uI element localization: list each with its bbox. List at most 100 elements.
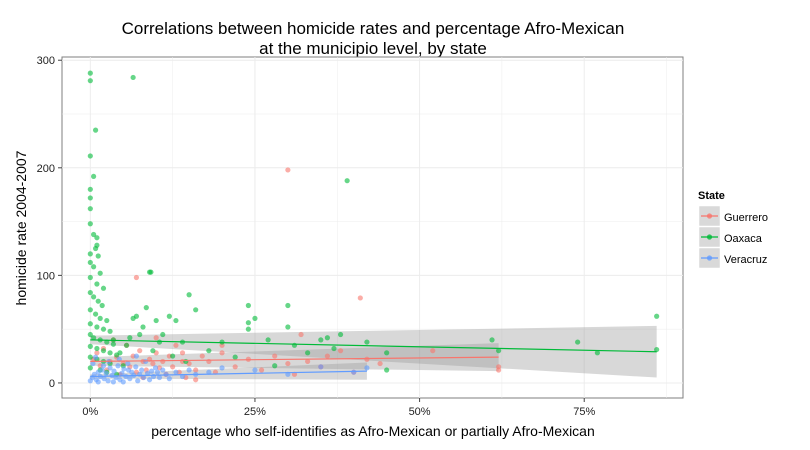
point-oaxaca bbox=[654, 346, 660, 353]
point-guerrero bbox=[357, 295, 363, 301]
point-veracruz bbox=[121, 366, 127, 372]
point-veracruz bbox=[141, 374, 147, 381]
point-guerrero bbox=[153, 335, 159, 341]
point-oaxaca bbox=[337, 331, 344, 338]
point-veracruz bbox=[146, 377, 153, 383]
point-veracruz bbox=[219, 365, 225, 371]
point-oaxaca bbox=[87, 195, 93, 201]
point-guerrero bbox=[272, 353, 278, 359]
y-tick-label: 0 bbox=[49, 378, 55, 390]
point-veracruz bbox=[152, 365, 159, 371]
point-guerrero bbox=[137, 348, 143, 354]
point-oaxaca bbox=[140, 324, 146, 330]
point-oaxaca bbox=[489, 337, 495, 343]
point-veracruz bbox=[364, 365, 370, 371]
point-oaxaca bbox=[104, 317, 110, 324]
point-guerrero bbox=[298, 331, 304, 338]
point-oaxaca bbox=[94, 235, 100, 241]
point-oaxaca bbox=[265, 337, 271, 343]
point-oaxaca bbox=[183, 358, 189, 365]
point-oaxaca bbox=[148, 269, 154, 275]
point-oaxaca bbox=[97, 315, 103, 321]
point-oaxaca bbox=[153, 317, 159, 324]
point-veracruz bbox=[133, 364, 139, 370]
point-oaxaca bbox=[170, 353, 176, 359]
point-oaxaca bbox=[193, 307, 199, 313]
point-guerrero bbox=[305, 358, 311, 365]
point-guerrero bbox=[199, 353, 205, 359]
point-oaxaca bbox=[100, 348, 107, 354]
point-guerrero bbox=[430, 348, 436, 354]
y-tick-label: 300 bbox=[37, 55, 55, 67]
point-guerrero bbox=[193, 377, 199, 383]
point-oaxaca bbox=[92, 127, 99, 133]
point-oaxaca bbox=[87, 321, 93, 327]
point-oaxaca bbox=[133, 313, 140, 319]
point-veracruz bbox=[105, 378, 111, 384]
point-oaxaca bbox=[232, 354, 238, 360]
point-veracruz bbox=[139, 367, 145, 373]
point-veracruz bbox=[91, 371, 97, 377]
y-tick-label: 200 bbox=[37, 163, 55, 175]
point-oaxaca bbox=[318, 337, 324, 343]
point-veracruz bbox=[110, 379, 116, 385]
point-veracruz bbox=[135, 378, 141, 384]
point-oaxaca bbox=[87, 343, 93, 349]
point-veracruz bbox=[95, 369, 101, 375]
point-guerrero bbox=[219, 350, 225, 356]
point-oaxaca bbox=[137, 331, 143, 338]
point-oaxaca bbox=[219, 339, 225, 345]
point-oaxaca bbox=[252, 315, 258, 321]
legend-keys bbox=[698, 205, 721, 269]
x-tick-label: 25% bbox=[244, 406, 266, 418]
legend-key-point bbox=[706, 213, 713, 219]
legend: State Guerrero Oaxaca Veracruz bbox=[698, 190, 768, 269]
point-oaxaca bbox=[87, 331, 93, 338]
data-points bbox=[87, 70, 660, 385]
point-oaxaca bbox=[110, 341, 116, 347]
x-tick-label: 75% bbox=[573, 406, 595, 418]
point-veracruz bbox=[99, 367, 105, 373]
point-oaxaca bbox=[87, 251, 93, 257]
point-guerrero bbox=[377, 360, 383, 367]
point-oaxaca bbox=[87, 307, 93, 313]
point-guerrero bbox=[285, 360, 291, 367]
point-veracruz bbox=[90, 360, 96, 367]
point-oaxaca bbox=[272, 363, 278, 369]
point-oaxaca bbox=[92, 311, 99, 317]
point-guerrero bbox=[364, 356, 370, 362]
point-oaxaca bbox=[654, 313, 660, 319]
fit-line-guerrero bbox=[90, 356, 499, 363]
point-oaxaca bbox=[91, 173, 97, 180]
point-oaxaca bbox=[166, 313, 172, 319]
point-oaxaca bbox=[97, 270, 103, 276]
point-oaxaca bbox=[91, 294, 97, 300]
point-oaxaca bbox=[150, 348, 156, 354]
point-veracruz bbox=[156, 374, 163, 381]
point-veracruz bbox=[115, 363, 121, 369]
point-oaxaca bbox=[245, 320, 251, 326]
fit-line-veracruz bbox=[90, 370, 367, 378]
point-guerrero bbox=[179, 350, 186, 356]
point-veracruz bbox=[111, 368, 117, 374]
legend-label-guerrero: Guerrero bbox=[724, 212, 768, 224]
point-veracruz bbox=[252, 367, 258, 373]
point-guerrero bbox=[193, 367, 199, 373]
chart-title: Correlations between homicide rates and … bbox=[122, 19, 625, 38]
point-oaxaca bbox=[91, 264, 97, 270]
x-tick-label: 0% bbox=[82, 406, 98, 418]
point-oaxaca bbox=[91, 231, 97, 238]
fit-lines bbox=[90, 339, 657, 378]
point-oaxaca bbox=[331, 345, 337, 352]
point-oaxaca bbox=[245, 326, 251, 332]
point-oaxaca bbox=[117, 350, 123, 356]
fit-line-oaxaca bbox=[90, 339, 657, 353]
point-oaxaca bbox=[130, 74, 136, 81]
point-veracruz bbox=[127, 376, 133, 382]
point-oaxaca bbox=[87, 354, 93, 360]
point-veracruz bbox=[145, 370, 151, 376]
point-veracruz bbox=[318, 364, 324, 370]
legend-key-point bbox=[706, 255, 713, 261]
point-oaxaca bbox=[95, 298, 101, 304]
point-oaxaca bbox=[285, 302, 291, 309]
